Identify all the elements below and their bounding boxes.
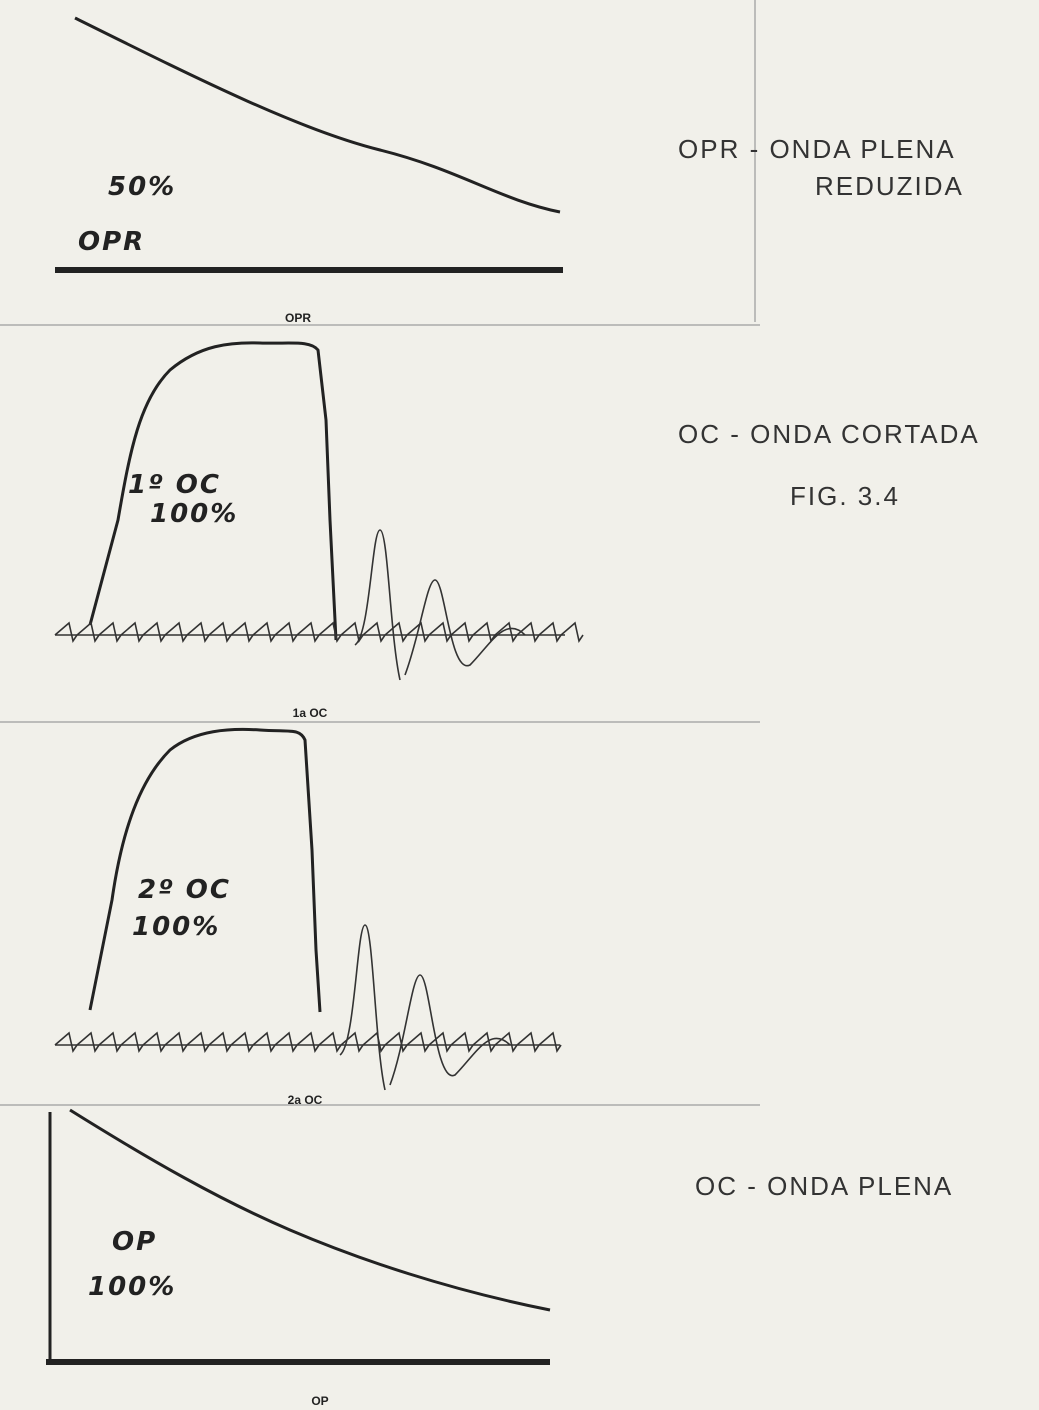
body: 50% OPR OPR 1º OC 100% 1a OC 2º OC 100% … bbox=[0, 0, 1039, 1410]
annotation: OP bbox=[112, 1227, 157, 1257]
oscillation bbox=[55, 925, 561, 1090]
caption: 1a OC bbox=[293, 706, 328, 720]
figure: 50% OPR OPR 1º OC 100% 1a OC 2º OC 100% … bbox=[0, 0, 1039, 1410]
caption: 2a OC bbox=[288, 1093, 323, 1107]
figure-label: FIG. 3.4 bbox=[790, 481, 900, 511]
annotation: 1º OC bbox=[128, 470, 221, 500]
trace bbox=[55, 1033, 561, 1051]
annotation: 2º OC bbox=[138, 875, 231, 905]
annotation: OPR bbox=[78, 227, 145, 257]
waveform bbox=[90, 729, 320, 1012]
annotation: 50% bbox=[108, 172, 176, 202]
caption: OP bbox=[311, 1394, 328, 1408]
trace bbox=[390, 975, 510, 1085]
page: Fig. 3.4 {"panels": [ {"annotations": ["… bbox=[0, 0, 1039, 1410]
annotation: 100% bbox=[132, 912, 220, 942]
trace bbox=[355, 530, 400, 680]
legend-text: REDUZIDA bbox=[815, 171, 964, 201]
oscillation bbox=[55, 530, 583, 680]
legend-text: OC - ONDA CORTADA bbox=[678, 419, 980, 449]
legend-text: OC - ONDA PLENA bbox=[695, 1171, 953, 1201]
annotation: 100% bbox=[88, 1272, 176, 1302]
legend-text: OPR - ONDA PLENA bbox=[678, 134, 956, 164]
trace bbox=[55, 623, 583, 641]
annotation: 100% bbox=[150, 499, 238, 529]
caption: OPR bbox=[285, 311, 311, 325]
trace bbox=[340, 925, 385, 1090]
trace bbox=[405, 580, 525, 675]
